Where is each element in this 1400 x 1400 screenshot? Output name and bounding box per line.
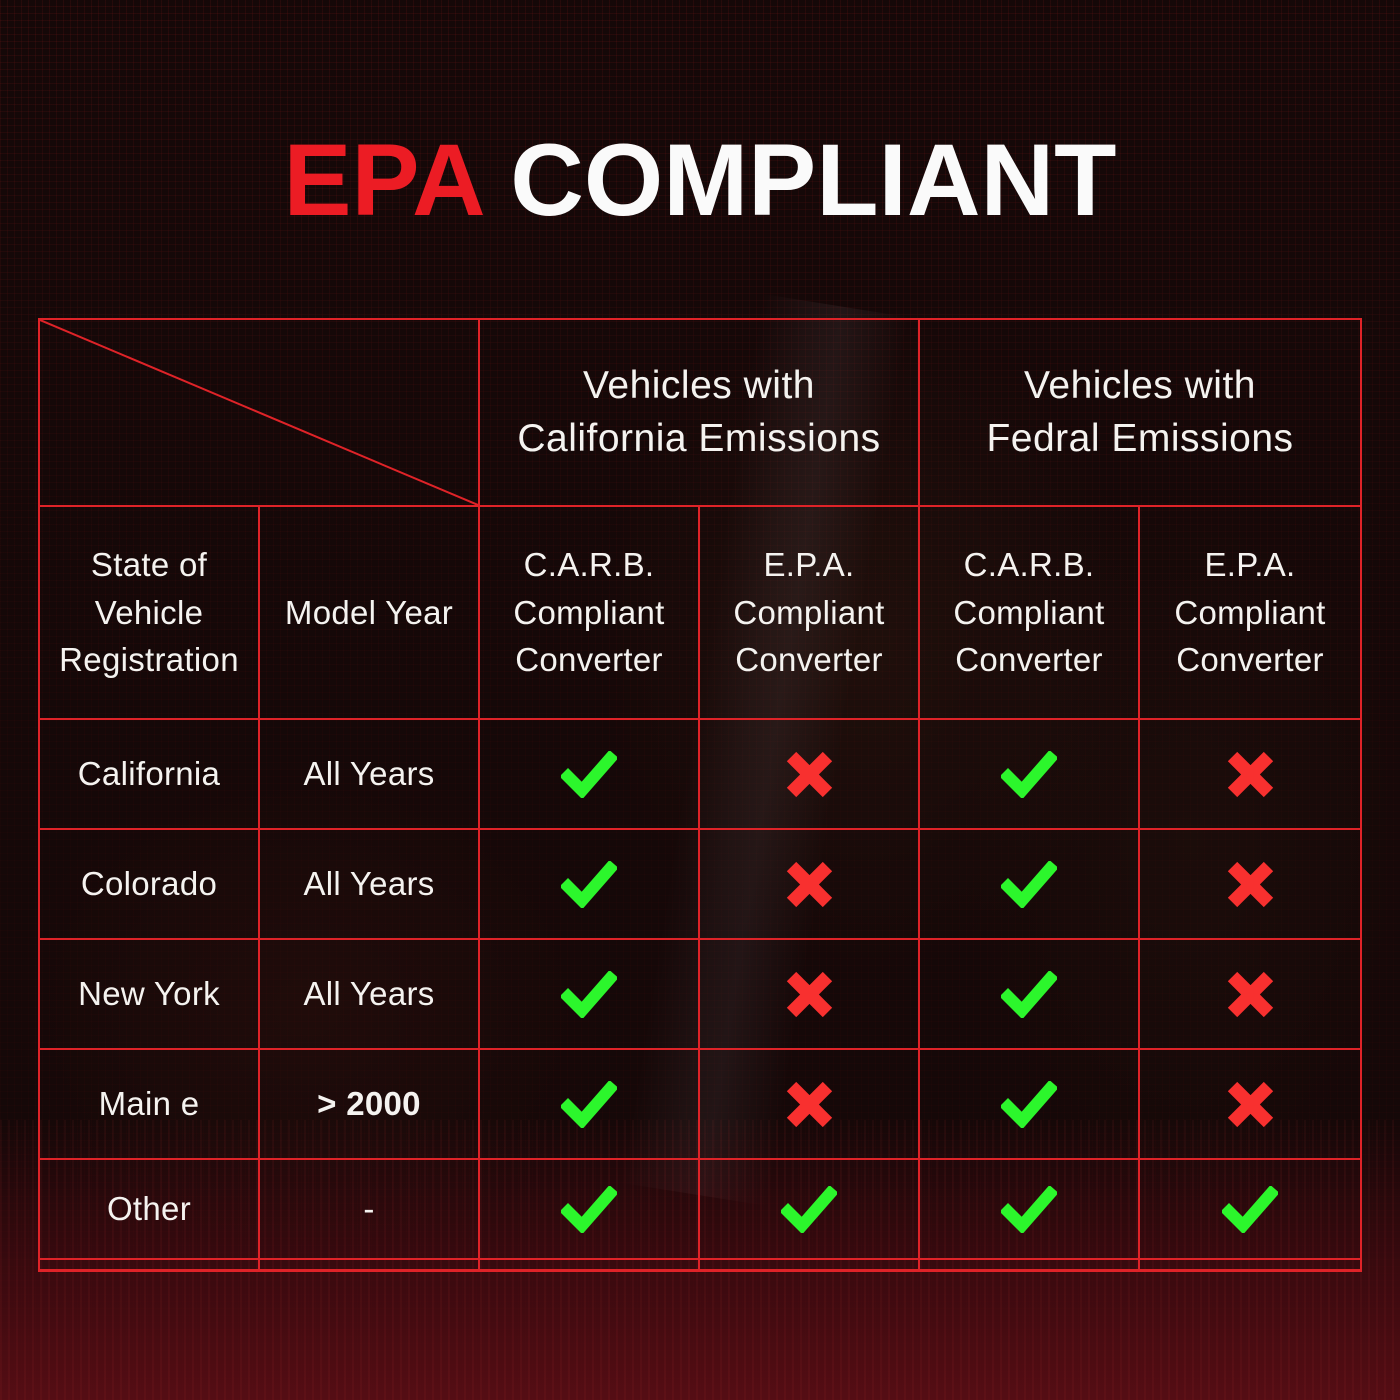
check-icon: [1001, 970, 1057, 1018]
mark-cell: [1140, 830, 1360, 940]
mark-cell: [480, 720, 700, 830]
diagonal-line: [40, 320, 478, 505]
model-year-cell: > 2000: [260, 1050, 480, 1160]
check-icon: [1001, 750, 1057, 798]
check-icon: [561, 970, 617, 1018]
state-cell: Main e: [40, 1050, 260, 1160]
state-cell: Other: [40, 1160, 260, 1260]
x-icon: [786, 861, 833, 908]
column-header-epa-fed: E.P.A. Compliant Converter: [1140, 507, 1360, 720]
bottom-strip-cell: [700, 1260, 920, 1272]
check-icon: [561, 1080, 617, 1128]
model-year-cell: All Years: [260, 720, 480, 830]
mark-cell: [920, 830, 1140, 940]
column-header-epa-ca: E.P.A. Compliant Converter: [700, 507, 920, 720]
mark-cell: [700, 1160, 920, 1260]
mark-cell: [480, 1160, 700, 1260]
state-cell: New York: [40, 940, 260, 1050]
x-icon: [1227, 751, 1274, 798]
x-icon: [786, 971, 833, 1018]
group-header-federal-emissions: Vehicles with Fedral Emissions: [920, 320, 1360, 507]
column-header-model-year: Model Year: [260, 507, 480, 720]
mark-cell: [480, 1050, 700, 1160]
bottom-strip-cell: [480, 1260, 700, 1272]
mark-cell: [700, 1050, 920, 1160]
x-icon: [1227, 1081, 1274, 1128]
bottom-strip-cell: [920, 1260, 1140, 1272]
mark-cell: [700, 830, 920, 940]
check-icon: [561, 1185, 617, 1233]
mark-cell: [920, 1160, 1140, 1260]
x-icon: [1227, 971, 1274, 1018]
mark-cell: [920, 720, 1140, 830]
check-icon: [781, 1185, 837, 1233]
model-year-cell: All Years: [260, 940, 480, 1050]
state-cell: California: [40, 720, 260, 830]
title-rest: COMPLIANT: [481, 123, 1117, 237]
mark-cell: [920, 1050, 1140, 1160]
column-header-carb-ca: C.A.R.B. Compliant Converter: [480, 507, 700, 720]
x-icon: [1227, 861, 1274, 908]
check-icon: [1001, 860, 1057, 908]
state-cell: Colorado: [40, 830, 260, 940]
mark-cell: [480, 830, 700, 940]
mark-cell: [1140, 720, 1360, 830]
x-icon: [786, 751, 833, 798]
model-year-cell: All Years: [260, 830, 480, 940]
bottom-strip-cell: [40, 1260, 260, 1272]
mark-cell: [700, 940, 920, 1050]
compliance-table: Vehicles with California Emissions Vehic…: [38, 318, 1362, 1272]
check-icon: [1001, 1080, 1057, 1128]
background-bottom-glow: [0, 1120, 1400, 1400]
check-icon: [561, 860, 617, 908]
table-corner-cell: [40, 320, 480, 507]
model-year-cell: -: [260, 1160, 480, 1260]
group-header-california-emissions: Vehicles with California Emissions: [480, 320, 920, 507]
mark-cell: [480, 940, 700, 1050]
check-icon: [1001, 1185, 1057, 1233]
mark-cell: [1140, 1050, 1360, 1160]
check-icon: [561, 750, 617, 798]
page-title: EPA COMPLIANT: [0, 124, 1400, 236]
x-icon: [786, 1081, 833, 1128]
mark-cell: [1140, 940, 1360, 1050]
column-header-state: State of Vehicle Registration: [40, 507, 260, 720]
check-icon: [1222, 1185, 1278, 1233]
mark-cell: [1140, 1160, 1360, 1260]
title-accent: EPA: [283, 123, 482, 237]
bottom-strip-cell: [1140, 1260, 1360, 1272]
mark-cell: [700, 720, 920, 830]
mark-cell: [920, 940, 1140, 1050]
column-header-carb-fed: C.A.R.B. Compliant Converter: [920, 507, 1140, 720]
bottom-strip-cell: [260, 1260, 480, 1272]
